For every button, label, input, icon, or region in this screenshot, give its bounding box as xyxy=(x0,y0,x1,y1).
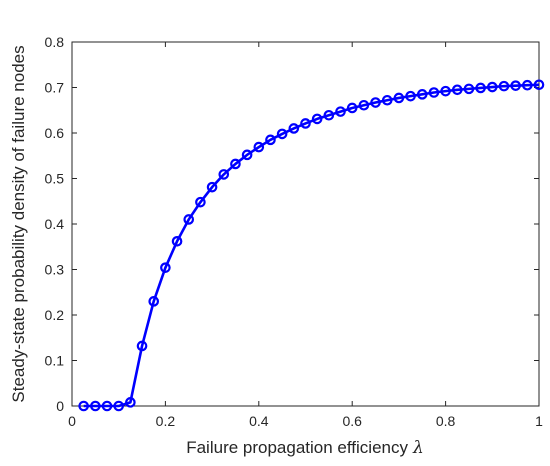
data-point xyxy=(276,128,288,140)
plot-area xyxy=(71,41,540,407)
data-point xyxy=(300,118,311,129)
y-tick-label: 0.4 xyxy=(45,216,65,232)
data-point xyxy=(113,400,124,412)
x-tick-label: 0.8 xyxy=(436,413,456,429)
y-tick-label: 0.3 xyxy=(45,262,65,278)
data-point xyxy=(393,92,405,104)
data-point xyxy=(463,83,475,95)
x-axis-label-text: Failure propagation efficiency xyxy=(186,438,408,457)
x-tick-label: 0.2 xyxy=(156,413,176,429)
y-tick-label: 0.2 xyxy=(45,307,65,323)
data-point xyxy=(428,87,440,98)
y-axis-ticks: 0 0.1 0.2 0.3 0.4 0.5 0.6 0.7 0.8 xyxy=(45,34,539,414)
data-point xyxy=(311,113,323,125)
data-point xyxy=(218,169,230,180)
data-point xyxy=(440,85,451,97)
data-point xyxy=(160,262,171,273)
y-tick-label: 0.7 xyxy=(45,80,65,96)
data-point xyxy=(451,84,463,96)
y-tick-label: 0 xyxy=(56,398,64,414)
data-point xyxy=(125,397,136,408)
data-point xyxy=(475,82,486,94)
y-axis-label: Steady-state probability density of fail… xyxy=(9,45,28,402)
x-axis-ticks: 0 0.2 0.4 0.6 0.8 1 xyxy=(68,42,543,429)
data-point xyxy=(522,79,533,91)
data-point xyxy=(253,141,265,153)
x-tick-label: 0.6 xyxy=(342,413,362,429)
data-point xyxy=(183,214,195,225)
data-point xyxy=(78,400,89,412)
x-tick-label: 1 xyxy=(535,413,543,429)
data-point xyxy=(101,400,113,412)
data-point xyxy=(498,80,510,92)
data-point xyxy=(90,400,101,412)
x-tick-label: 0 xyxy=(68,413,76,429)
x-axis-label-symbol: λ xyxy=(412,438,424,458)
data-point xyxy=(370,97,381,108)
data-point xyxy=(148,296,160,307)
data-series xyxy=(78,79,545,412)
data-point xyxy=(288,123,300,134)
data-point xyxy=(335,106,346,117)
data-point xyxy=(405,90,416,102)
series-line xyxy=(83,83,540,408)
y-tick-label: 0.1 xyxy=(45,353,65,369)
data-point xyxy=(230,158,241,170)
data-point xyxy=(136,340,148,352)
data-point xyxy=(265,134,276,146)
data-point xyxy=(358,99,370,111)
y-tick-label: 0.8 xyxy=(45,34,65,50)
x-tick-label: 0.4 xyxy=(249,413,269,429)
x-axis-label: Failure propagation efficiency λ xyxy=(186,438,424,458)
data-point xyxy=(323,109,335,121)
data-point xyxy=(533,79,545,91)
data-point xyxy=(381,94,393,106)
data-point xyxy=(171,235,183,247)
y-tick-label: 0.6 xyxy=(45,125,65,141)
data-point xyxy=(510,80,521,91)
data-point xyxy=(346,102,358,114)
data-point xyxy=(206,181,218,193)
y-tick-label: 0.5 xyxy=(45,171,65,187)
data-point xyxy=(241,149,253,161)
data-point xyxy=(486,81,498,93)
data-point xyxy=(195,196,206,208)
data-point xyxy=(416,89,428,100)
